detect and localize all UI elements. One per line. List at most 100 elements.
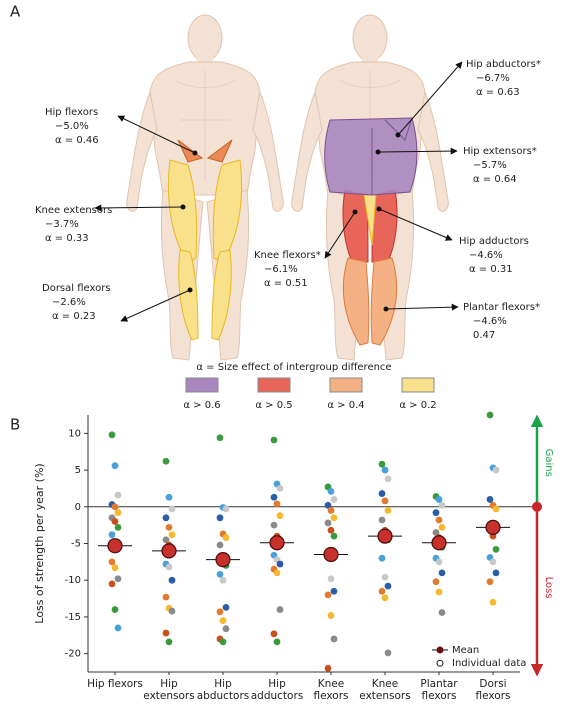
mean-point — [107, 538, 123, 554]
muscle-change: −4.6% — [473, 316, 507, 327]
pointer-dot — [376, 206, 382, 212]
individual-point — [162, 629, 170, 637]
muscle-name: Hip flexors — [45, 107, 98, 118]
mean-point — [377, 528, 393, 544]
individual-point — [219, 576, 227, 584]
individual-point — [216, 608, 224, 616]
individual-point — [492, 505, 500, 513]
individual-point — [222, 534, 230, 542]
individual-point — [438, 501, 446, 509]
individual-point — [432, 509, 440, 517]
x-tick-label: Hip abductors — [196, 678, 250, 702]
individual-point — [435, 588, 443, 596]
individual-point — [273, 638, 281, 646]
legend-label: α > 0.4 — [327, 400, 364, 411]
muscle-alpha: α = 0.23 — [52, 311, 96, 322]
y-tick-label: -15 — [65, 612, 81, 623]
pointer-dot — [192, 150, 198, 156]
legend-swatch — [329, 377, 363, 393]
individual-point — [111, 564, 119, 572]
muscle-alpha: α = 0.46 — [55, 135, 99, 146]
individual-point — [108, 580, 116, 588]
individual-point — [270, 630, 278, 638]
individual-point — [432, 529, 440, 536]
muscle-alpha: α = 0.51 — [264, 278, 308, 289]
individual-point — [435, 558, 443, 566]
panel-b: B Loss of strength per year (%) 10 5 0 -5 -10 -… — [10, 411, 554, 677]
pointer-arrow — [385, 303, 459, 311]
individual-point — [114, 624, 122, 632]
pointer-dot — [383, 306, 389, 312]
muscle-alpha: α = 0.64 — [473, 174, 517, 185]
individual-point — [489, 558, 497, 566]
individual-point — [108, 531, 116, 539]
legend-title: α = Size effect of intergroup difference — [196, 362, 391, 373]
pointer-arrow — [378, 208, 453, 241]
individual-point — [168, 576, 176, 584]
individual-point — [384, 582, 392, 590]
individual-point — [219, 617, 227, 624]
individual-point — [492, 569, 500, 577]
x-tick-label: Hip flexors — [87, 678, 143, 690]
muscle-alpha: α = 0.31 — [469, 264, 513, 275]
individual-point — [438, 609, 446, 616]
panel-label: B — [10, 416, 20, 434]
individual-point — [492, 466, 500, 474]
individual-point — [270, 493, 278, 501]
muscle-name: Knee flexors* — [254, 250, 321, 261]
x-tick-label: Knee flexors — [313, 678, 349, 702]
individual-point — [162, 457, 170, 465]
muscle-change: −5.0% — [55, 121, 89, 132]
individual-point — [384, 475, 392, 483]
legend-swatch — [257, 377, 291, 393]
individual-point — [330, 635, 338, 643]
individual-point — [276, 485, 284, 492]
legend-label: α > 0.5 — [255, 400, 292, 411]
y-tick-label: 10 — [68, 428, 81, 439]
individual-point — [330, 532, 338, 540]
individual-point — [378, 490, 386, 497]
individual-point — [165, 523, 173, 531]
individual-point — [273, 569, 281, 577]
individual-point — [324, 591, 332, 599]
individual-point — [381, 573, 389, 581]
individual-point — [327, 575, 335, 583]
y-tick-label: -5 — [71, 539, 81, 550]
front-muscles — [167, 139, 243, 341]
legend-label: Mean — [452, 645, 479, 656]
pointer-arrow — [397, 61, 463, 136]
individual-point — [330, 587, 338, 595]
legend-label: Individual data — [452, 658, 526, 669]
individual-point — [378, 587, 386, 595]
muscle-name: Hip abductors* — [466, 59, 541, 70]
individual-point — [273, 500, 281, 508]
x-tick-label: Knee extensors — [359, 678, 411, 702]
individual-point — [114, 491, 122, 499]
individual-point — [384, 649, 392, 657]
individual-point — [111, 462, 119, 470]
individual-point — [114, 509, 122, 517]
individual-point — [108, 558, 116, 566]
individual-point — [216, 570, 224, 578]
muscle-change: −6.1% — [264, 264, 298, 275]
pointer-dot — [187, 287, 193, 293]
individual-point — [492, 545, 500, 553]
individual-point — [222, 505, 230, 513]
individual-point — [330, 514, 338, 522]
pointer-arrow — [94, 204, 184, 212]
muscle-change: −6.7% — [476, 73, 510, 84]
muscle-change: −5.7% — [473, 160, 507, 171]
muscle-name: Plantar flexors* — [463, 302, 540, 313]
individual-point — [486, 578, 494, 586]
individual-point — [276, 512, 284, 519]
y-tick-label: -20 — [65, 649, 81, 660]
individual-point — [432, 578, 440, 586]
individual-point — [489, 598, 497, 606]
gains-label: Gains — [543, 449, 554, 477]
muscle-name: Knee extensors — [35, 205, 112, 216]
individual-point — [276, 560, 284, 568]
individual-point — [276, 606, 284, 613]
individual-point — [438, 523, 446, 531]
muscle-name: Hip extensors* — [463, 146, 537, 157]
